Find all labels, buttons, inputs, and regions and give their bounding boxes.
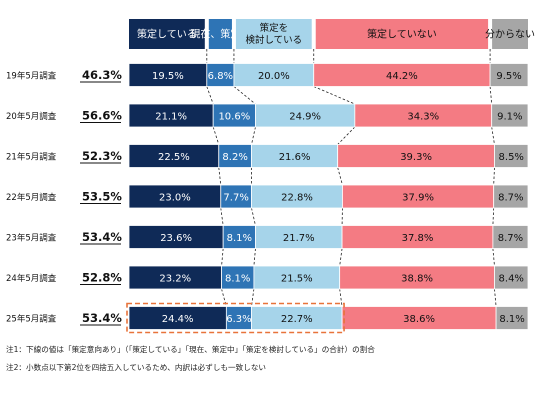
bar-segment (495, 306, 529, 330)
connector-line (339, 288, 343, 307)
connector-line (337, 167, 343, 186)
connector-line (253, 248, 256, 267)
legend-swatch (492, 19, 528, 49)
legend-label: 策定していない (367, 28, 437, 41)
data-label: 21.5% (281, 274, 313, 285)
data-label: 19.5% (152, 71, 184, 82)
underlined-total-label: 53.4% (82, 311, 122, 325)
data-label: 23.6% (160, 233, 192, 244)
data-label: 7.7% (223, 193, 248, 204)
data-label: 8.7% (498, 233, 523, 244)
connector-line (251, 207, 256, 226)
data-label: 8.2% (222, 152, 247, 163)
data-label: 8.1% (499, 314, 524, 325)
data-label: 8.4% (499, 274, 524, 285)
connector-line (337, 126, 356, 145)
data-label: 8.1% (227, 233, 252, 244)
legend-label: 分からない (485, 29, 535, 41)
bar-segment (493, 184, 529, 209)
data-label: 22.7% (281, 314, 313, 325)
connector-line (221, 248, 224, 267)
data-label: 10.6% (218, 112, 250, 123)
data-label: 38.8% (401, 274, 433, 285)
connector-line (493, 167, 495, 186)
highlight-box (126, 302, 345, 334)
data-label: 8.7% (498, 193, 523, 204)
category-label: 25年5月調査 (6, 314, 57, 325)
connector-line (233, 86, 256, 105)
legend-swatch (208, 19, 232, 49)
data-label: 23.2% (159, 274, 191, 285)
connector-line (494, 288, 497, 307)
footnote-1: 注1：下線の値は「策定意向あり」（「策定している」「現在、策定中」「策定を検討し… (6, 345, 375, 354)
data-label: 44.2% (386, 71, 418, 82)
bar-segment (491, 103, 529, 128)
underlined-total-label: 52.8% (82, 271, 122, 285)
connector-line (206, 86, 214, 105)
data-label: 38.6% (403, 314, 435, 325)
data-label: 21.1% (155, 112, 187, 123)
category-label: 24年5月調査 (6, 273, 57, 284)
connector-line (339, 248, 343, 267)
connector-line (492, 207, 495, 226)
category-label: 23年5月調査 (6, 233, 57, 244)
data-label: 23.0% (159, 193, 191, 204)
data-label: 37.8% (402, 233, 434, 244)
connector-line (220, 207, 224, 226)
data-label: 39.3% (400, 152, 432, 163)
underlined-total-label: 52.3% (82, 149, 122, 163)
footnote-2: 注2：小数点以下第2位を四捨五入しているため、内訳は必ずしも一致しない (6, 363, 267, 372)
connector-line (218, 167, 222, 186)
bar-segment (494, 144, 529, 168)
legend-swatch (315, 19, 489, 49)
legend-swatch (129, 19, 205, 49)
data-label: 21.6% (279, 152, 311, 163)
data-label: 9.1% (497, 112, 522, 123)
data-label: 24.4% (162, 314, 194, 325)
underlined-total-label: 46.3% (82, 68, 122, 82)
category-label: 21年5月調査 (6, 152, 57, 163)
data-label: 34.3% (407, 112, 439, 123)
data-label: 6.3% (226, 314, 251, 325)
bar-segment (494, 265, 529, 290)
connector-line (491, 126, 495, 145)
category-label: 20年5月調査 (6, 111, 57, 122)
legend-label: 策定している (137, 28, 197, 41)
data-label: 8.1% (225, 274, 250, 285)
category-label: 19年5月調査 (6, 71, 57, 82)
connector-line (489, 86, 493, 105)
underlined-total-label: 53.5% (82, 190, 122, 204)
data-label: 24.9% (289, 112, 321, 123)
data-label: 21.7% (283, 233, 315, 244)
legend-label: 検討している (245, 34, 302, 46)
connector-line (492, 248, 495, 267)
connector-line (251, 126, 256, 145)
legend-swatch (235, 19, 312, 49)
data-label: 9.5% (496, 71, 521, 82)
category-label: 22年5月調査 (6, 192, 57, 203)
legend-label: 現在、策定中 (190, 28, 250, 41)
connector-line (212, 126, 220, 145)
legend-label: 策定を (260, 22, 289, 34)
data-label: 22.8% (281, 193, 313, 204)
underlined-total-label: 56.6% (82, 109, 122, 123)
data-label: 20.0% (258, 71, 290, 82)
data-label: 22.5% (158, 152, 190, 163)
bar-segment (489, 63, 529, 87)
data-label: 8.5% (499, 152, 524, 163)
data-label: 6.8% (208, 71, 233, 82)
bar-segment (492, 225, 529, 249)
underlined-total-label: 53.4% (82, 230, 122, 244)
connector-line (313, 86, 355, 105)
data-label: 37.9% (402, 193, 434, 204)
